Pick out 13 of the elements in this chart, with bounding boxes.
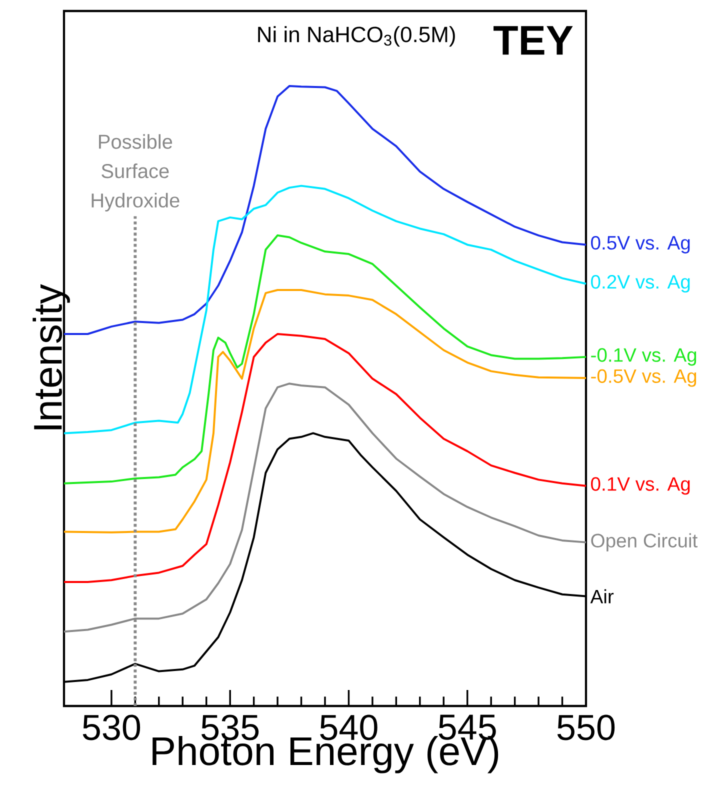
ref-line-label: Possible Surface Hydroxide [92,134,180,212]
series-label: Air [590,589,614,604]
x-tick-label: 550 [557,714,615,740]
chart-title: Ni in NaHCO$_{3}$(0.5M) [258,26,455,47]
series-label: -0.1V vs. Ag [591,348,696,366]
series-label: 0.2V vs. Ag [591,275,690,293]
series-label: 0.1V vs. Ag [591,477,690,495]
x-tick-label: 530 [82,714,140,740]
series-label: 0.5V vs. Ag [591,236,690,254]
series-label: Open Circuit [591,533,698,552]
y-axis-title: Intensity [32,284,70,430]
series-label: -0.5V vs. Ag [591,369,696,387]
text: TEY [494,26,573,55]
